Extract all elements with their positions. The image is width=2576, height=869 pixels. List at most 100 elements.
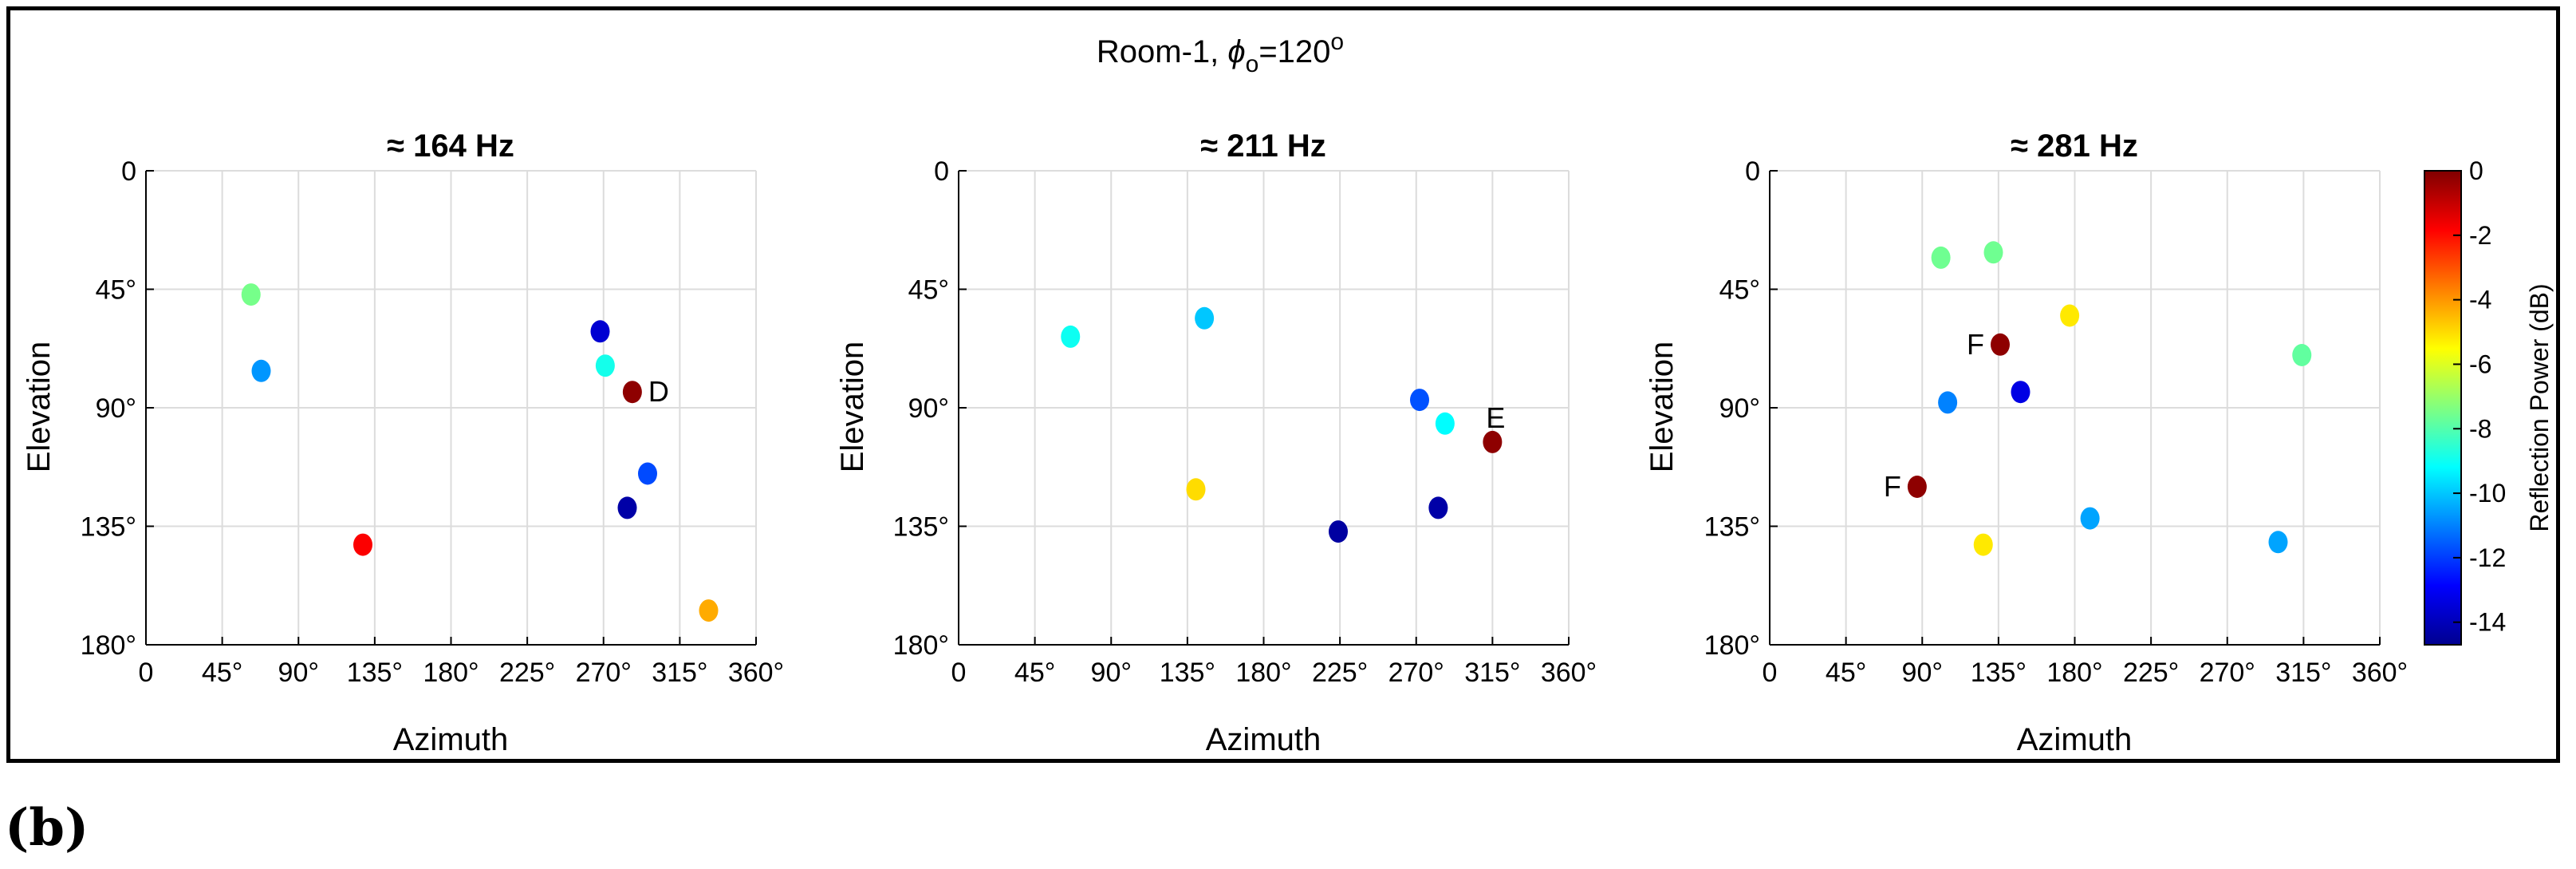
x-tick-label: 0 [951, 658, 967, 688]
data-point [2268, 531, 2288, 554]
colorbar-tick-label: -14 [2469, 608, 2506, 637]
colorbar-tick-label: -10 [2469, 479, 2506, 508]
data-point [1931, 246, 1951, 269]
super-title-eq: =120 [1258, 34, 1330, 69]
x-tick-label: 0 [1763, 658, 1778, 688]
y-tick-label: 45° [1719, 275, 1760, 306]
data-point [1186, 478, 1206, 501]
data-point [590, 320, 610, 343]
figure-svg: Room-1, ϕo=120o ≈ 164 Hz 0 45° 90° 135° 180°… [22, 29, 2554, 757]
y-tick-label: 45° [96, 275, 136, 306]
y-tick-label: 90° [908, 393, 949, 424]
panel-211hz: ≈ 211 Hz 0 45° 90° 135° 180° 225° 270° 315° 360°… [835, 128, 1597, 757]
super-title-main: Room-1, [1097, 34, 1228, 69]
colorbar-tick-label: -4 [2469, 286, 2491, 314]
data-point [2292, 344, 2312, 366]
plot-area: 0 45° 90° 135° 180° 225° 270° 315° 360° 0 45° 90° 13… [81, 156, 784, 688]
data-point [1983, 241, 2003, 264]
colorbar-tick-label: -12 [2469, 543, 2506, 572]
data-point [1195, 306, 1215, 330]
plot-area: 0 45° 90° 135° 180° 225° 270° 315° 360° 0 45° 90° 13… [893, 156, 1597, 688]
data-point [1061, 325, 1081, 348]
colorbar-tick-label: 0 [2469, 156, 2483, 185]
panel-164hz: ≈ 164 Hz 0 45° 90° 135° 180° 225° 270° 315° 360°… [22, 128, 784, 757]
y-tick-label: 135° [1704, 512, 1760, 543]
data-point [1973, 533, 1993, 556]
x-tick-label: 45° [1014, 658, 1055, 688]
x-tick-label: 360° [728, 658, 784, 688]
x-tick-label: 315° [1464, 658, 1520, 688]
panel-title: ≈ 211 Hz [1200, 128, 1326, 164]
colorbar-ticks: 0 -2 -4 -6 -8 -10 -12 -14 [2453, 156, 2506, 637]
figure-caption: (b) [5, 798, 89, 858]
panel-281hz: ≈ 281 Hz 0 45° 90° 135° 180° 225° 270° 315° 360°… [1644, 128, 2408, 757]
data-point [1483, 430, 1503, 453]
y-tick-label: 90° [1719, 393, 1760, 424]
x-tick-label: 135° [1160, 658, 1215, 688]
y-tick-label: 0 [1745, 156, 1760, 187]
data-point [1907, 476, 1927, 498]
y-tick-label: 45° [908, 275, 949, 306]
y-tick-label: 180° [81, 630, 136, 661]
panel-title: ≈ 281 Hz [2011, 128, 2138, 164]
x-tick-label: 225° [499, 658, 555, 688]
x-tick-label: 315° [652, 658, 707, 688]
x-tick-label: 270° [1388, 658, 1444, 688]
data-point [2080, 507, 2100, 530]
data-point [699, 599, 719, 622]
super-title-phi: ϕ [1227, 34, 1245, 69]
x-axis-label: Azimuth [1206, 722, 1321, 757]
x-axis-label: Azimuth [2017, 722, 2133, 757]
data-point [2060, 304, 2080, 327]
super-title-sup: o [1330, 29, 1344, 55]
y-tick-label: 135° [893, 512, 949, 543]
data-point [617, 496, 637, 519]
x-tick-label: 135° [347, 658, 403, 688]
data-point [595, 354, 615, 377]
y-axis-label: Elevation [835, 342, 870, 473]
data-point [1938, 391, 1958, 414]
y-tick-label: 90° [96, 393, 136, 424]
y-tick-label: 135° [81, 512, 136, 543]
data-point [1991, 333, 2010, 356]
y-tick-label: 180° [893, 630, 949, 661]
x-tick-label: 225° [1312, 658, 1368, 688]
data-point [638, 462, 657, 485]
data-point [622, 381, 642, 404]
colorbar-gradient [2424, 170, 2462, 646]
colorbar-tick-label: -6 [2469, 350, 2491, 378]
x-axis-label: Azimuth [393, 722, 509, 757]
x-tick-label: 270° [2200, 658, 2255, 688]
super-title-sub: o [1246, 51, 1259, 77]
point-annotation-label: D [648, 375, 669, 408]
data-point [1410, 389, 1429, 412]
x-tick-label: 45° [1826, 658, 1866, 688]
point-annotation-label: F [1884, 470, 1901, 503]
data-point [251, 359, 271, 382]
colorbar-tick-label: -2 [2469, 221, 2491, 250]
y-tick-label: 0 [934, 156, 949, 187]
figure-frame [6, 6, 2560, 763]
data-point [1329, 520, 1348, 543]
figure-super-title: Room-1, ϕo=120o [1097, 29, 1344, 77]
x-tick-label: 90° [1091, 658, 1132, 688]
colorbar-tick-label: -8 [2469, 414, 2491, 443]
colorbar: 0 -2 -4 -6 -8 -10 -12 -14 Reflection Power (dB) [2424, 156, 2554, 646]
x-tick-label: 225° [2123, 658, 2179, 688]
point-annotation-label: E [1486, 401, 1505, 434]
x-tick-label: 180° [2046, 658, 2102, 688]
x-tick-label: 90° [278, 658, 319, 688]
x-tick-label: 270° [576, 658, 632, 688]
plot-area: 0 45° 90° 135° 180° 225° 270° 315° 360° 0 45° 90° 13… [1704, 156, 2408, 688]
y-tick-label: 0 [121, 156, 136, 187]
x-tick-label: 90° [1902, 658, 1943, 688]
data-point [1435, 412, 1455, 435]
y-axis-label: Elevation [1644, 342, 1680, 473]
colorbar-label: Reflection Power (dB) [2525, 283, 2554, 531]
x-tick-label: 360° [2352, 658, 2408, 688]
data-point [353, 533, 372, 556]
x-tick-label: 0 [139, 658, 154, 688]
panel-title: ≈ 164 Hz [387, 128, 514, 164]
x-tick-label: 45° [202, 658, 242, 688]
y-tick-label: 180° [1704, 630, 1760, 661]
